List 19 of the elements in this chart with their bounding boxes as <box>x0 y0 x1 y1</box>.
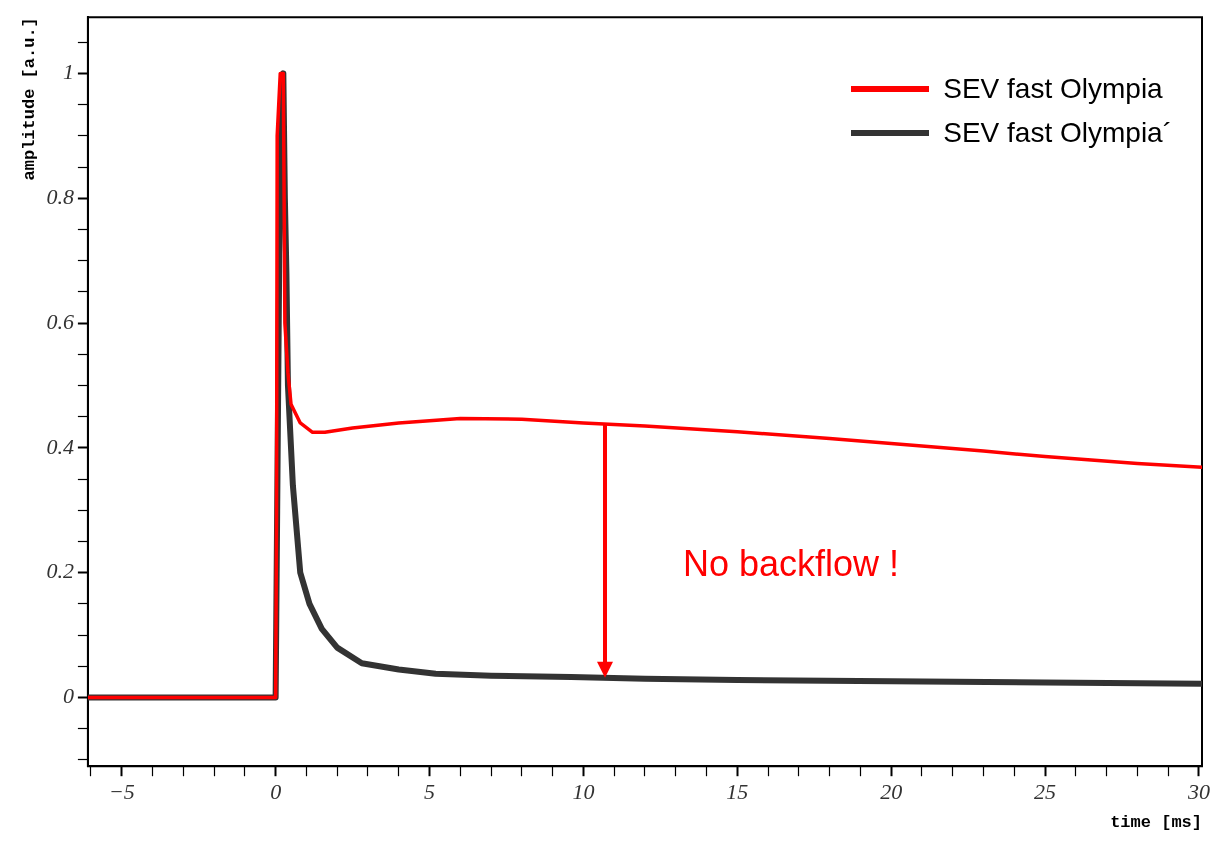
x-tick-label: 30 <box>1186 779 1210 805</box>
y-tick-label: 0 <box>62 683 74 709</box>
y-tick-label: 1 <box>62 59 74 85</box>
y-tick-label: 0.4 <box>46 433 74 459</box>
x-tick-label: 0 <box>270 779 282 805</box>
x-axis-title: time [ms] <box>1110 813 1202 833</box>
x-tick-label: 25 <box>1034 779 1057 805</box>
legend-label: SEV fast Olympia´ <box>943 117 1172 150</box>
y-axis-title: amplitude [a.u.] <box>20 17 40 181</box>
x-tick-label: −5 <box>108 779 135 805</box>
x-tick-label: 15 <box>726 779 749 805</box>
y-tick-label: 0.6 <box>46 308 74 334</box>
x-tick-label: 5 <box>424 779 436 805</box>
legend-label: SEV fast Olympia <box>943 73 1163 106</box>
y-tick-label: 0.2 <box>46 558 74 584</box>
x-tick-label: 10 <box>572 779 595 805</box>
x-tick-label: 20 <box>880 779 903 805</box>
annotation: No backflow ! <box>682 542 899 585</box>
y-tick-label: 0.8 <box>46 183 74 209</box>
